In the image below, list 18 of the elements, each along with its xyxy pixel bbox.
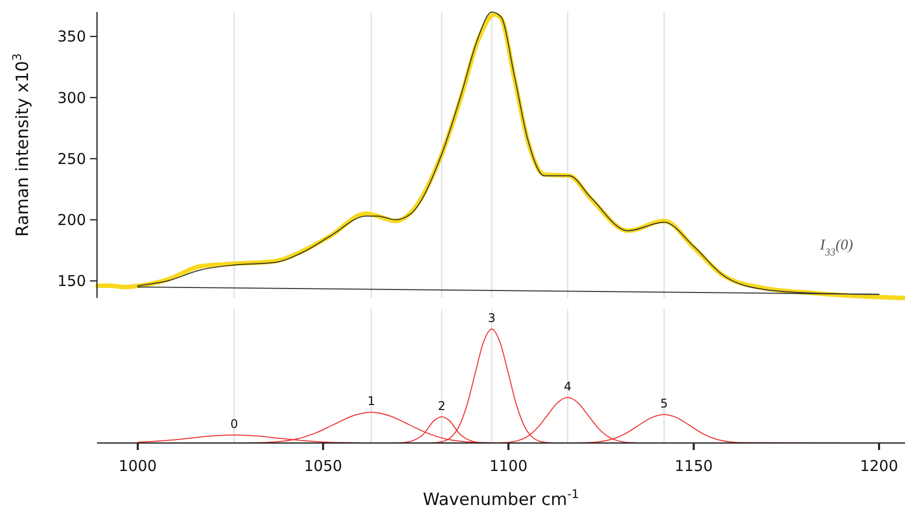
- x-tick-label: 1050: [304, 457, 342, 475]
- series-label: 4: [564, 379, 572, 394]
- x-axis-title: Wavenumber cm$^{-1}$: [422, 487, 580, 510]
- y-tick-label: 250: [57, 150, 86, 168]
- y-tick-label: 300: [57, 88, 86, 107]
- series-label: 2: [438, 398, 446, 413]
- x-tick-label: 1200: [860, 457, 898, 475]
- series-label: 0: [230, 417, 238, 432]
- series-label: 3: [488, 311, 496, 325]
- annotation: I$_{33}$(0): [819, 237, 853, 258]
- y-tick-label: 350: [57, 28, 86, 46]
- series-label: 5: [660, 396, 668, 410]
- y-tick-label: 150: [57, 272, 86, 290]
- y-tick-label: 200: [57, 211, 86, 230]
- series-label: 1: [367, 394, 376, 408]
- x-tick-label: 1100: [489, 457, 528, 475]
- x-tick-label: 1150: [674, 457, 713, 475]
- x-tick-label: 1000: [118, 457, 157, 475]
